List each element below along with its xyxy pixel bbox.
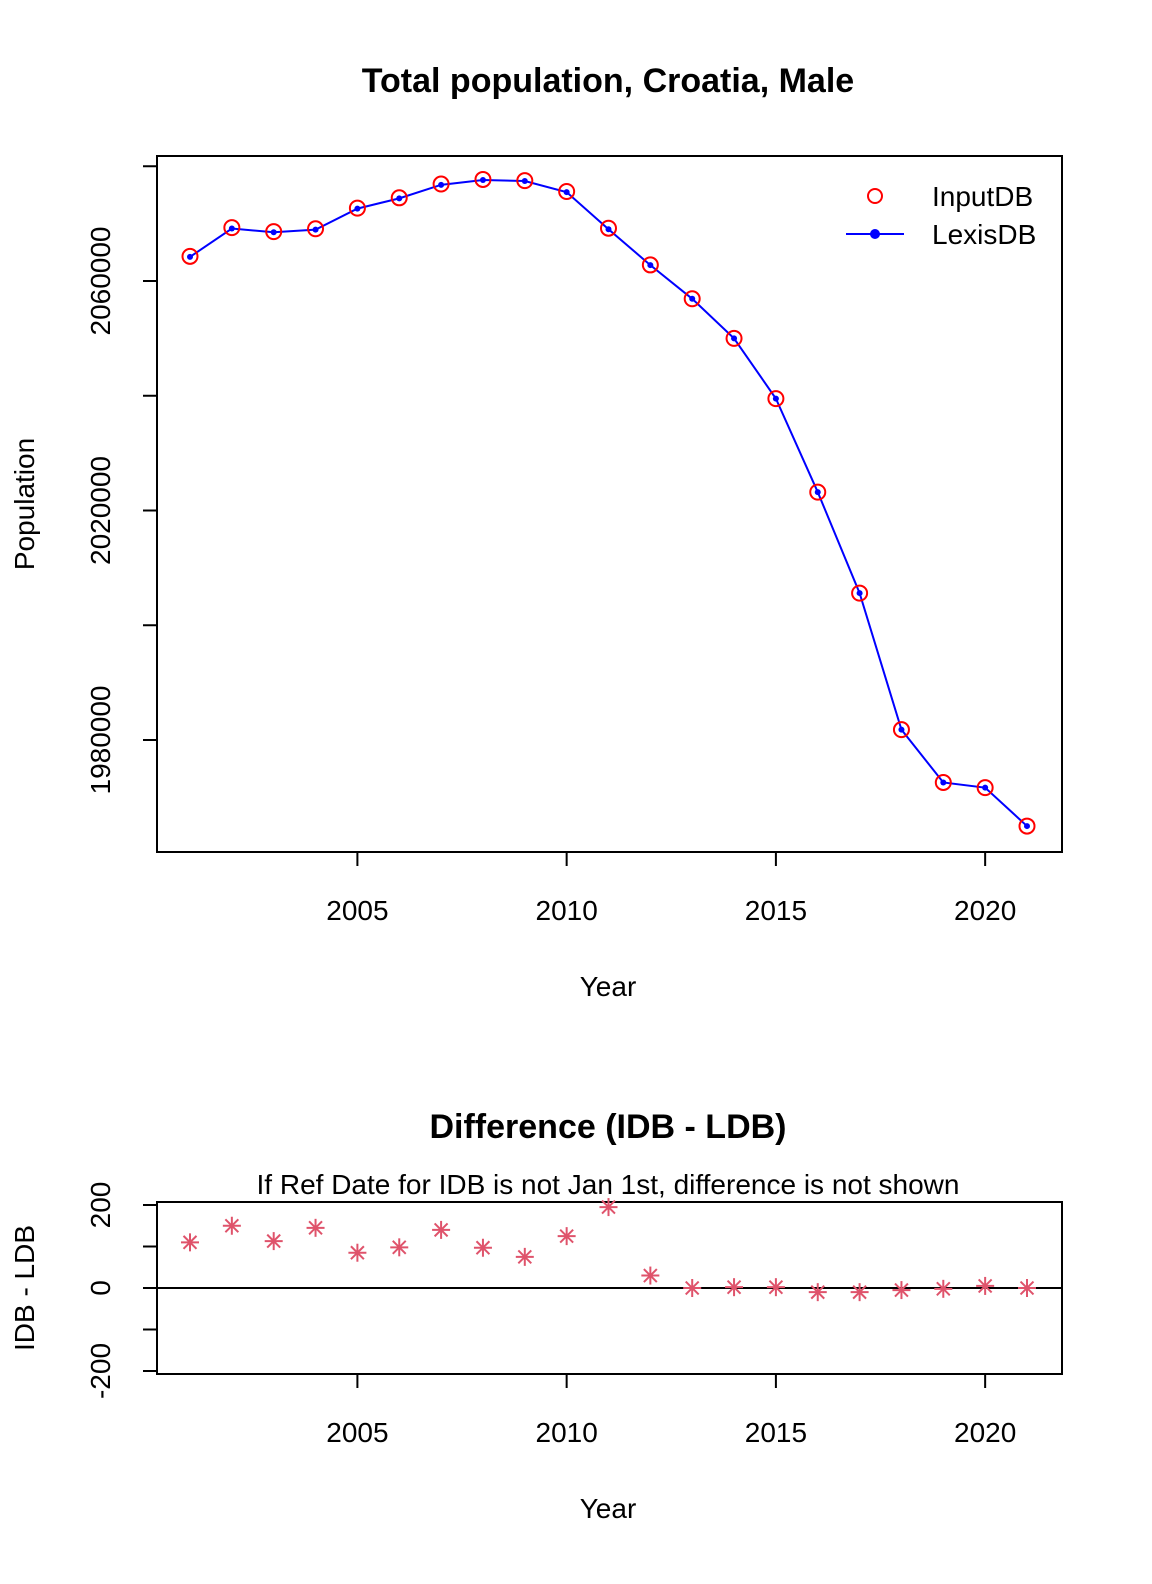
difference-point — [390, 1238, 409, 1257]
difference-chart-title: Difference (IDB - LDB) — [429, 1108, 786, 1146]
lexisdb-point — [270, 229, 277, 236]
legend-inputdb-label: InputDB — [932, 181, 1033, 212]
difference-y-axis-label: IDB - LDB — [9, 1225, 40, 1351]
inputdb-point — [474, 170, 492, 188]
difference-point — [641, 1266, 660, 1285]
difference-series — [181, 1198, 1036, 1302]
legend-inputdb-marker — [867, 188, 883, 204]
lexisdb-point — [647, 262, 654, 269]
difference-point — [181, 1233, 199, 1252]
difference-chart-subtitle: If Ref Date for IDB is not Jan 1st, diff… — [257, 1169, 960, 1200]
difference-point — [432, 1220, 451, 1239]
y-tick-label: 200 — [85, 1182, 116, 1229]
lexisdb-point — [856, 590, 863, 597]
inputdb-point — [348, 199, 366, 217]
lexisdb-point — [479, 177, 486, 184]
x-tick-label: 2010 — [536, 1417, 598, 1448]
difference-point — [892, 1281, 911, 1300]
x-tick-label: 2015 — [745, 1417, 807, 1448]
legend: InputDB LexisDB — [846, 181, 1036, 250]
population-series — [181, 170, 1036, 835]
difference-point — [306, 1218, 325, 1237]
inputdb-point — [307, 220, 325, 238]
lexisdb-point — [731, 335, 738, 342]
difference-point — [348, 1243, 367, 1262]
inputdb-point — [223, 219, 241, 237]
lexisdb-point — [438, 181, 445, 188]
difference-point — [934, 1279, 953, 1298]
difference-panel: Difference (IDB - LDB) If Ref Date for I… — [9, 1108, 1063, 1524]
lexisdb-point — [772, 395, 779, 402]
y-tick-label: 0 — [85, 1280, 116, 1296]
x-tick-label: 2005 — [326, 895, 388, 926]
inputdb-point — [390, 189, 408, 207]
inputdb-point — [809, 483, 827, 501]
difference-point — [599, 1198, 618, 1217]
lexisdb-point — [396, 195, 403, 202]
population-panel: Total population, Croatia, Male 2005 2010… — [9, 62, 1063, 1002]
difference-point — [725, 1278, 744, 1297]
difference-point — [976, 1276, 995, 1295]
inputdb-point — [516, 172, 534, 190]
legend-lexisdb-label: LexisDB — [932, 219, 1036, 250]
inputdb-point — [600, 219, 617, 237]
y-tick-label: 2060000 — [85, 226, 116, 335]
population-y-axis-label: Population — [9, 438, 40, 570]
lexisdb-point — [187, 253, 193, 260]
difference-point — [1018, 1279, 1036, 1297]
lexisdb-point — [312, 226, 319, 233]
x-tick-label: 2020 — [954, 895, 1016, 926]
difference-x-axis-label: Year — [580, 1493, 637, 1524]
lexisdb-point — [354, 205, 361, 212]
x-tick-label: 2010 — [536, 895, 598, 926]
lexisdb-point — [605, 226, 612, 233]
difference-point — [264, 1232, 283, 1251]
lexisdb-point — [940, 779, 947, 786]
inputdb-point — [181, 247, 199, 265]
difference-point — [222, 1216, 241, 1235]
inputdb-point — [767, 390, 785, 408]
lexisdb-point — [563, 189, 570, 196]
lexisdb-point — [689, 295, 696, 302]
lexisdb-point — [228, 225, 235, 232]
legend-lexisdb-marker — [870, 229, 880, 239]
inputdb-point — [725, 329, 743, 347]
population-x-axis: 2005 2010 2015 2020 — [326, 852, 1016, 926]
inputdb-point — [641, 256, 659, 274]
difference-point — [808, 1283, 827, 1302]
y-tick-label: -200 — [85, 1343, 116, 1399]
difference-point — [683, 1279, 702, 1297]
population-y-axis: 1980000 2020000 2060000 — [85, 165, 157, 795]
difference-point — [850, 1283, 869, 1302]
difference-y-axis: -200 0 200 — [85, 1182, 157, 1399]
lexisdb-point — [521, 178, 528, 185]
x-tick-label: 2015 — [745, 895, 807, 926]
difference-point — [473, 1238, 492, 1257]
x-tick-label: 2005 — [326, 1417, 388, 1448]
inputdb-point — [934, 773, 952, 791]
population-plot-frame — [156, 155, 1063, 853]
population-x-axis-label: Year — [580, 971, 637, 1002]
inputdb-point — [1018, 817, 1036, 835]
difference-x-axis: 2005 2010 2015 2020 — [326, 1374, 1016, 1448]
lexisdb-point — [1024, 823, 1030, 830]
lexisdb-point — [898, 726, 905, 733]
inputdb-point — [558, 182, 576, 200]
x-tick-label: 2020 — [954, 1417, 1016, 1448]
y-tick-label: 1980000 — [85, 685, 116, 794]
inputdb-point — [851, 584, 869, 602]
lexisdb-point — [814, 489, 821, 496]
population-chart-title: Total population, Croatia, Male — [362, 62, 854, 100]
difference-point — [766, 1278, 785, 1297]
inputdb-point — [265, 223, 283, 241]
lexisdb-point — [982, 784, 989, 791]
difference-point — [515, 1247, 534, 1266]
inputdb-point — [892, 721, 910, 739]
difference-point — [557, 1227, 576, 1246]
inputdb-point — [432, 175, 450, 193]
inputdb-point — [683, 290, 701, 308]
inputdb-point — [976, 779, 994, 797]
y-tick-label: 2020000 — [85, 456, 116, 565]
